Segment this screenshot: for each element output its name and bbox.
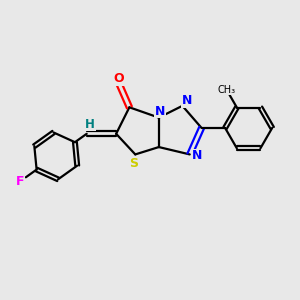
Text: CH₃: CH₃ [218, 85, 236, 95]
Text: O: O [114, 72, 124, 85]
Text: H: H [85, 118, 95, 131]
Text: N: N [192, 149, 202, 162]
Text: N: N [155, 105, 166, 118]
Text: F: F [16, 175, 25, 188]
Text: S: S [129, 157, 138, 170]
Text: N: N [182, 94, 192, 107]
